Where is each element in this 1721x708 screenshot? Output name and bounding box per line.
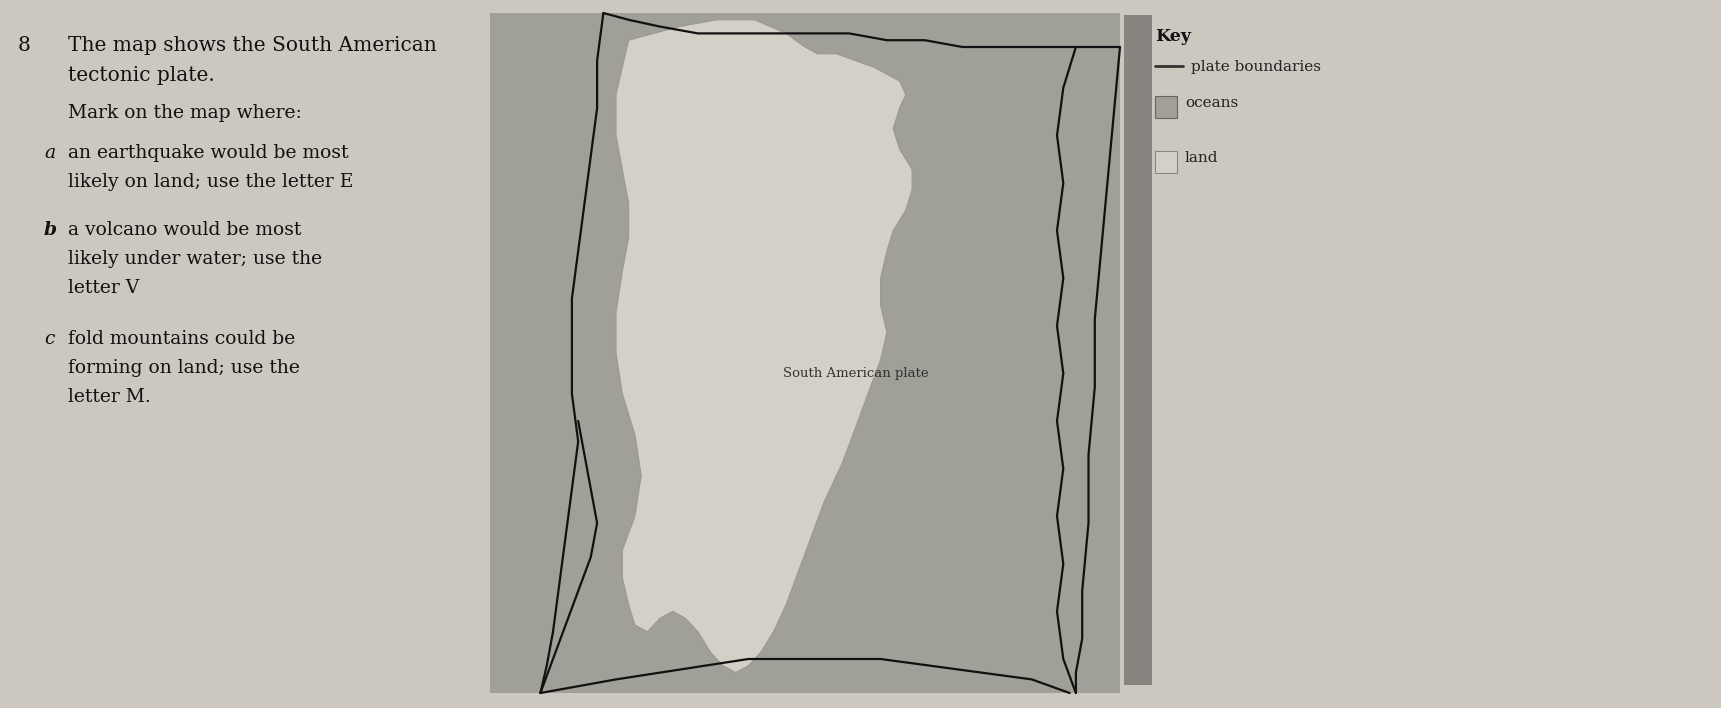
Text: The map shows the South American: The map shows the South American (69, 36, 437, 55)
Text: likely under water; use the: likely under water; use the (69, 250, 322, 268)
Text: Key: Key (1155, 28, 1191, 45)
Text: fold mountains could be: fold mountains could be (69, 330, 296, 348)
Text: 8: 8 (17, 36, 31, 55)
Text: b: b (45, 221, 57, 239)
Text: plate boundaries: plate boundaries (1191, 60, 1322, 74)
Bar (1155, 151, 1177, 173)
Polygon shape (616, 20, 912, 673)
Text: land: land (1186, 151, 1218, 165)
Text: likely on land; use the letter E: likely on land; use the letter E (69, 173, 353, 191)
Text: oceans: oceans (1186, 96, 1237, 110)
Bar (1155, 96, 1177, 118)
Text: forming on land; use the: forming on land; use the (69, 359, 299, 377)
Text: c: c (45, 330, 55, 348)
Text: South American plate: South American plate (783, 367, 928, 380)
Text: letter M.: letter M. (69, 388, 151, 406)
Text: an earthquake would be most: an earthquake would be most (69, 144, 348, 162)
Text: a: a (45, 144, 55, 162)
Text: Mark on the map where:: Mark on the map where: (69, 104, 301, 122)
Bar (1124, 15, 1151, 685)
Text: letter V: letter V (69, 279, 139, 297)
Bar (490, 13, 1120, 693)
Text: a volcano would be most: a volcano would be most (69, 221, 301, 239)
Text: tectonic plate.: tectonic plate. (69, 66, 215, 85)
